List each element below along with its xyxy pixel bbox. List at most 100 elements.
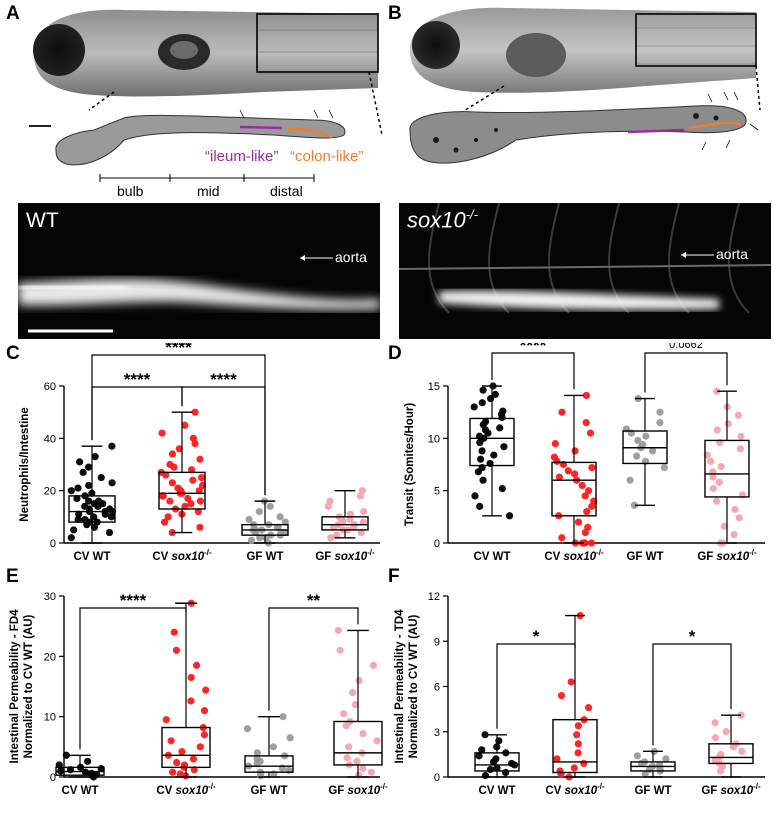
chart-c-point xyxy=(67,534,75,542)
chart-d-point xyxy=(731,505,739,514)
panel-letter-b: B xyxy=(388,3,402,24)
chart-c-ylabel: Neutrophils/Intestine xyxy=(19,407,31,521)
chart-d-point xyxy=(735,514,743,522)
chart-d-point xyxy=(730,531,738,539)
chart-c-point xyxy=(95,497,103,505)
chart-d-ytick-label: 10 xyxy=(428,433,440,445)
chart-f-ylabel: Intestinal Permeability - TD4 xyxy=(394,609,406,764)
panel-letter-d: D xyxy=(388,343,402,364)
chart-d-point xyxy=(570,470,579,478)
chart-f-point xyxy=(574,740,582,748)
chart-d-point xyxy=(588,464,596,472)
chart-e-point xyxy=(359,729,367,738)
chart-e-point xyxy=(369,661,378,669)
chart-d-point xyxy=(490,451,498,459)
chart-c-point xyxy=(168,479,176,487)
chart-c-point xyxy=(189,434,197,442)
chart-c-point xyxy=(273,523,281,531)
chart-d-point xyxy=(583,508,591,516)
chart-c-point xyxy=(70,526,78,534)
chart-c-point xyxy=(360,508,368,516)
chart-d-category-label: CV WT xyxy=(473,551,510,563)
chart-c-point xyxy=(81,502,89,510)
chart-d-box xyxy=(469,417,515,467)
panel-letter-c: C xyxy=(6,343,20,364)
segment-label-bulb: bulb xyxy=(117,183,144,199)
chart-c-point xyxy=(175,445,183,453)
chart-d-point xyxy=(505,512,514,520)
chart-e-point xyxy=(202,686,210,694)
chart-e-ytick-label: 30 xyxy=(44,591,56,603)
chart-e-point xyxy=(173,758,181,767)
chart-d-point xyxy=(496,424,504,432)
chart-d-ylabel: Transit (Somites/Hour) xyxy=(404,403,416,526)
chart-d-point xyxy=(713,426,721,434)
chart-f-point xyxy=(478,746,486,754)
chart-c-point xyxy=(159,492,167,500)
chart-f-point xyxy=(492,755,500,763)
chart-e-box xyxy=(244,755,294,773)
chart-f: 0 3 6 9 12 Intestinal Permeability - TD4 Norma… xyxy=(394,591,765,797)
chart-d-point xyxy=(630,501,639,509)
chart-c-point xyxy=(198,481,207,490)
chart-c-point xyxy=(168,450,177,458)
chart-f-point xyxy=(574,749,582,757)
chart-d-ytick-label: 5 xyxy=(434,486,440,498)
chart-c-point xyxy=(85,481,93,490)
chart-f-significance-bracket xyxy=(496,643,576,729)
chart-d-point xyxy=(555,473,564,481)
chart-c-point xyxy=(281,518,289,526)
chart-c-point xyxy=(326,497,334,505)
chart-f-box xyxy=(708,743,754,765)
chart-c-point xyxy=(195,487,203,495)
chart-e-point xyxy=(359,764,367,773)
chart-d-point xyxy=(479,386,487,394)
chart-e-point xyxy=(340,710,348,718)
chart-e-significance-label: ** xyxy=(307,591,321,610)
chart-e-significance-bracket xyxy=(268,607,359,711)
chart-f-point xyxy=(556,767,564,775)
chart-f-category-label: CV WT xyxy=(478,785,515,797)
larva-eye xyxy=(33,24,85,76)
chart-d-point xyxy=(648,447,657,455)
chart-d-point xyxy=(715,478,723,486)
chart-c-point xyxy=(174,484,182,492)
chart-d-point xyxy=(712,497,721,505)
chart-e-ytick-label: 0 xyxy=(50,772,56,784)
chart-c-box xyxy=(321,516,369,531)
chart-d-point xyxy=(717,462,725,471)
chart-f-point xyxy=(662,755,670,763)
chart-c-point xyxy=(108,479,116,487)
chart-e-point xyxy=(187,673,195,682)
chart-d-point xyxy=(574,518,583,526)
chart-d-point xyxy=(626,476,634,484)
chart-c-point xyxy=(196,497,205,505)
chart-d-point xyxy=(571,447,579,455)
chart-d-point xyxy=(587,539,596,547)
chart-d-point xyxy=(656,408,664,416)
chart-c-point xyxy=(184,494,192,503)
chart-d-point xyxy=(478,447,486,455)
chart-d-point xyxy=(584,523,592,531)
chart-e-point xyxy=(343,754,351,762)
chart-e-point xyxy=(178,748,186,756)
chart-e-point xyxy=(367,768,375,776)
chart-d-point xyxy=(581,492,589,500)
chart-d-point xyxy=(550,453,558,461)
chart-f-point xyxy=(580,759,588,768)
chart-d-point xyxy=(491,390,499,398)
chart-e-point xyxy=(345,743,353,751)
chart-e-point xyxy=(62,751,70,759)
chart-e-point xyxy=(279,713,287,721)
chart-c-point xyxy=(85,497,93,505)
chart-d-point xyxy=(477,455,485,463)
chart-f-ytick-label: 3 xyxy=(434,727,440,739)
inset-label-sox10-base: sox10 xyxy=(407,207,466,233)
chart-d-point xyxy=(660,464,668,472)
chart-e-significance-label: **** xyxy=(120,591,147,610)
chart-e-point xyxy=(167,737,175,745)
chart-c-point xyxy=(108,442,116,450)
chart-f-significance-label: * xyxy=(689,627,696,646)
chart-c-point xyxy=(189,476,197,484)
chart-e-category-label: CV sox10-/- xyxy=(156,782,216,797)
